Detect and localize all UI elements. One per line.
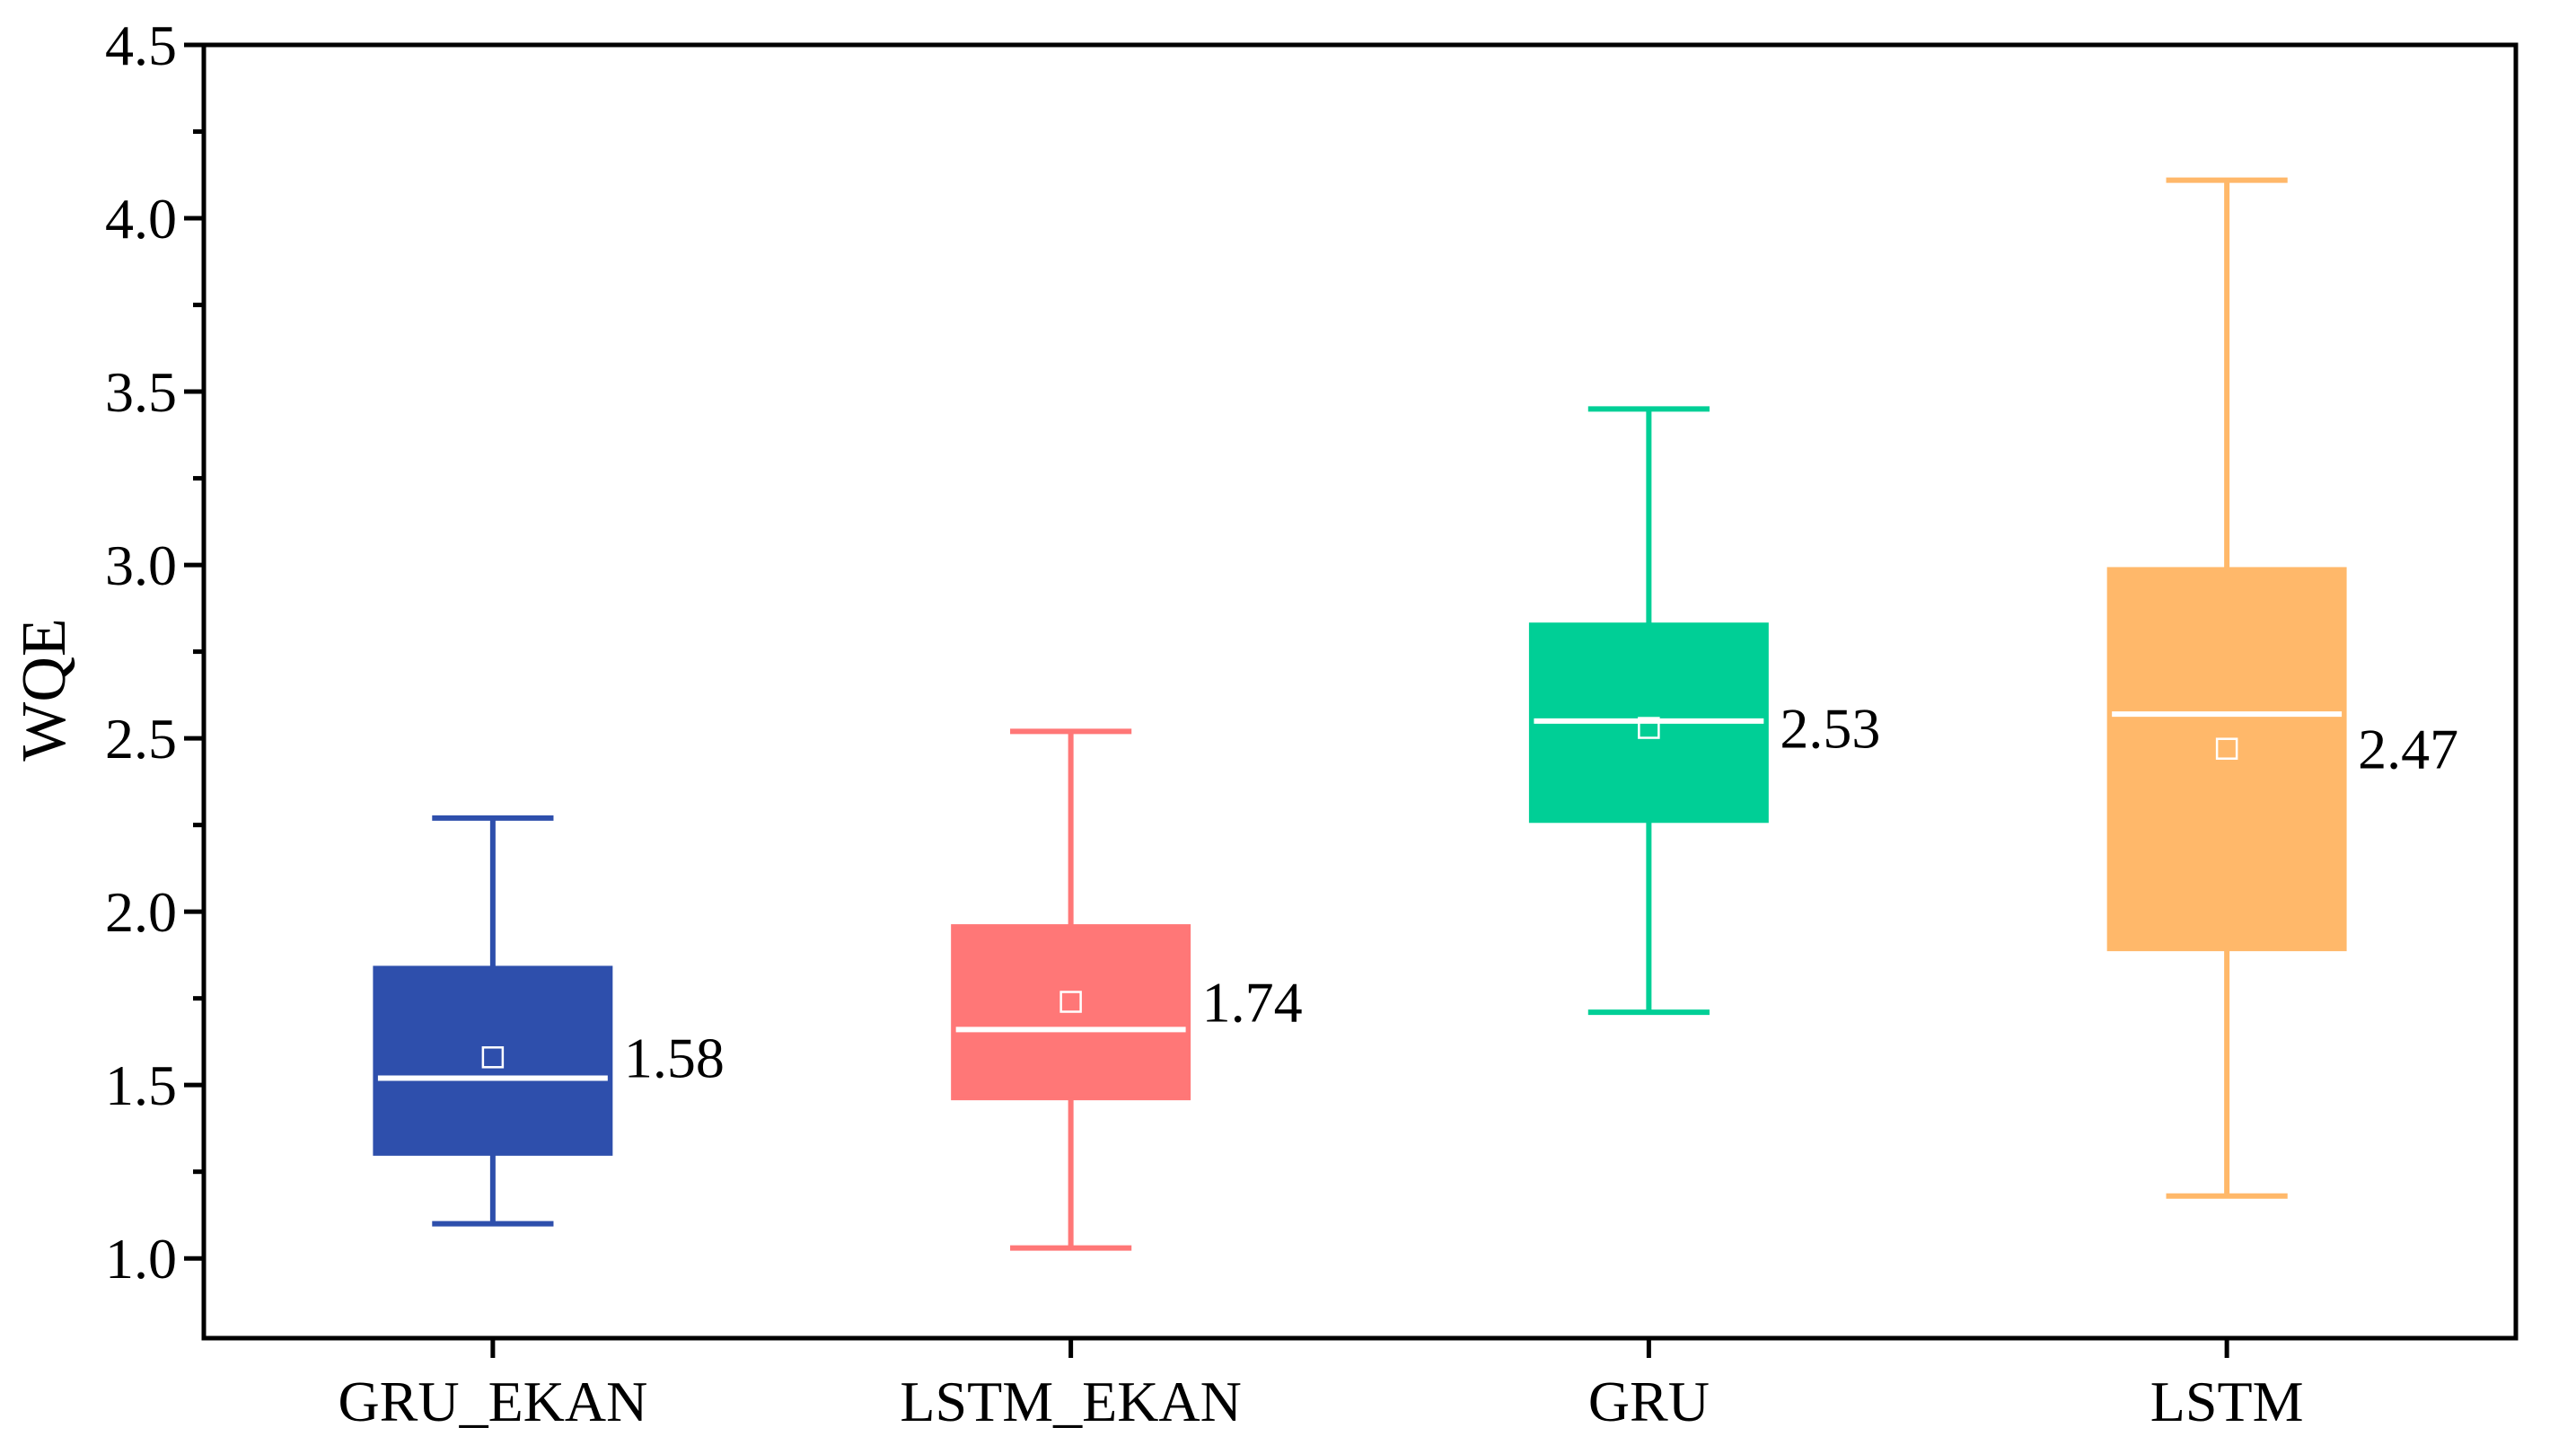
y-tick-label: 4.0 [105, 187, 177, 251]
y-tick-label: 3.0 [105, 533, 177, 597]
x-tick-label: LSTM [2150, 1370, 2304, 1433]
mean-value-label: 1.58 [624, 1026, 725, 1089]
plot-frame [201, 42, 2519, 1341]
mean-marker [1638, 717, 1660, 739]
mean-value-label: 1.74 [1202, 971, 1303, 1035]
mean-value-label: 2.53 [1780, 697, 1880, 761]
y-tick-label: 2.5 [105, 707, 177, 771]
y-tick-label: 3.5 [105, 360, 177, 424]
y-tick-label: 2.0 [105, 880, 177, 944]
y-tick-label: 1.0 [105, 1227, 177, 1291]
x-tick-label: GRU [1588, 1370, 1710, 1433]
y-tick-label: 4.5 [105, 13, 177, 77]
x-tick-label: GRU_EKAN [338, 1370, 647, 1433]
mean-value-label: 2.47 [2358, 718, 2458, 781]
mean-marker [1059, 991, 1082, 1013]
plot-area: 1.0 1.5 2.0 2.5 3.0 3.5 4.0 4.5 GRU_EKAN LSTM_EKA… [105, 13, 2519, 1433]
mean-marker [481, 1046, 505, 1069]
x-tick-label: LSTM_EKAN [900, 1370, 1241, 1433]
mean-marker [2215, 737, 2238, 760]
y-axis-title: WQE [10, 618, 79, 761]
y-tick-label: 1.5 [105, 1053, 177, 1117]
box-body [373, 965, 613, 1156]
